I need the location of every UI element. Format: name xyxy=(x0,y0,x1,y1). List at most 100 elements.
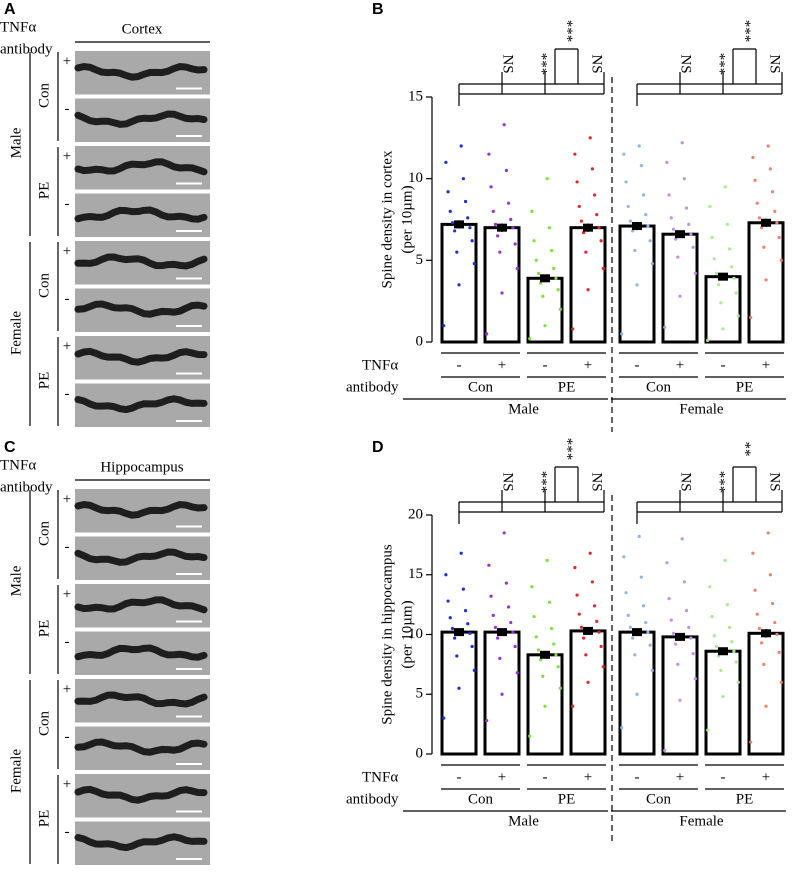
data-point xyxy=(635,283,639,287)
x-tick-label: + xyxy=(676,769,684,785)
data-point xyxy=(532,614,536,619)
y-axis-label: (per 10µm) xyxy=(399,185,415,253)
dendrite xyxy=(74,206,208,223)
sex-label: Male xyxy=(8,127,24,158)
data-point xyxy=(775,632,779,637)
data-point xyxy=(539,281,543,285)
dendrite xyxy=(74,253,208,270)
data-point xyxy=(777,650,781,655)
significance-label: NS xyxy=(767,54,783,73)
data-point xyxy=(671,631,676,635)
panel-letter: C xyxy=(4,439,16,456)
data-point xyxy=(723,558,727,563)
data-point xyxy=(762,662,766,666)
y-axis-label: Spine density in hippocampus xyxy=(379,544,395,725)
data-point xyxy=(777,235,781,240)
data-point xyxy=(650,668,654,672)
data-point xyxy=(665,160,669,164)
significance-label: NS xyxy=(678,472,694,491)
data-point xyxy=(466,216,470,220)
data-point xyxy=(453,636,457,640)
data-point xyxy=(755,612,759,616)
x-tick-label: - xyxy=(457,357,462,373)
data-point xyxy=(708,585,712,589)
data-point xyxy=(719,301,723,305)
data-point xyxy=(766,144,770,148)
row-label: antibody xyxy=(0,479,53,495)
data-point xyxy=(601,266,605,271)
data-point xyxy=(534,635,538,639)
mean-marker xyxy=(675,230,685,239)
y-tick-label: 0 xyxy=(416,333,424,349)
data-point xyxy=(620,332,624,336)
data-point xyxy=(768,167,772,171)
data-point xyxy=(626,204,630,209)
data-point xyxy=(682,177,686,181)
group-label: Con xyxy=(36,521,52,547)
data-point xyxy=(687,625,691,629)
data-point xyxy=(693,677,697,681)
data-point xyxy=(498,656,502,661)
data-point xyxy=(773,209,777,213)
row-label: antibody xyxy=(346,379,399,395)
dendrite xyxy=(74,395,208,414)
y-tick-label: 0 xyxy=(416,745,424,761)
data-point xyxy=(689,636,693,640)
data-point xyxy=(727,247,732,251)
data-point xyxy=(448,616,452,620)
panel-letter: B xyxy=(372,1,384,18)
bar xyxy=(661,232,699,344)
data-point xyxy=(595,619,599,623)
data-point xyxy=(582,230,586,235)
data-point xyxy=(779,680,783,684)
x-tick-label: - xyxy=(543,357,548,373)
data-point xyxy=(676,662,680,666)
data-point xyxy=(496,234,500,238)
significance-label: *** xyxy=(559,438,575,461)
x-tick-label: + xyxy=(584,769,592,785)
mean-marker xyxy=(718,647,728,656)
data-point xyxy=(573,565,577,570)
data-point xyxy=(590,167,594,171)
data-point xyxy=(624,591,628,595)
group-label: PE xyxy=(36,810,52,828)
data-point xyxy=(511,630,515,634)
data-point xyxy=(500,692,504,696)
data-point xyxy=(444,160,448,164)
sign-label: + xyxy=(63,148,71,164)
y-axis-label: (per 10µm) xyxy=(399,600,415,668)
data-point xyxy=(646,630,650,634)
data-point xyxy=(663,325,667,329)
sign-label: - xyxy=(65,101,70,117)
data-point xyxy=(644,213,648,217)
data-point xyxy=(714,271,719,275)
data-point xyxy=(448,209,452,213)
x-tick-label: + xyxy=(762,357,770,373)
data-point xyxy=(554,276,558,280)
data-point xyxy=(450,221,455,225)
row-label: TNFα xyxy=(362,769,398,785)
data-point xyxy=(770,601,775,606)
data-point xyxy=(459,551,463,555)
data-point xyxy=(506,605,511,609)
bar xyxy=(569,226,607,344)
data-point xyxy=(725,603,729,607)
data-point xyxy=(753,178,757,182)
sign-label: - xyxy=(65,729,70,745)
y-tick-label: 20 xyxy=(408,506,423,522)
mean-marker xyxy=(632,628,642,637)
data-point xyxy=(626,613,630,617)
bar xyxy=(440,222,478,344)
data-point xyxy=(751,155,755,160)
data-point xyxy=(541,294,545,298)
data-point xyxy=(461,177,465,181)
group-label: PE xyxy=(736,791,754,807)
data-point xyxy=(633,248,637,253)
data-point xyxy=(504,168,508,173)
data-point xyxy=(442,716,446,720)
data-point xyxy=(762,245,766,249)
data-point xyxy=(680,537,684,541)
data-point xyxy=(444,573,448,577)
data-point xyxy=(736,680,740,684)
